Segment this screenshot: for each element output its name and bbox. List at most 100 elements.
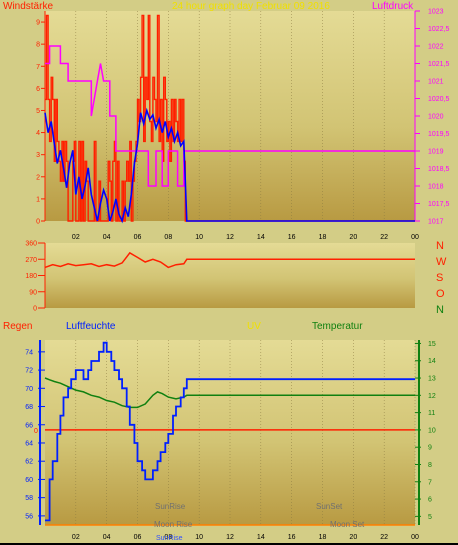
humidity-tick-label: 74 [25,349,33,356]
x-tick-label: 00 [411,234,419,241]
moonrise-marker: Moon Rise [154,520,193,529]
x-tick-label: 04 [103,534,111,541]
temperature-tick-label: 8 [428,462,432,469]
temperature-tick-label: 14 [428,358,436,365]
panel-direction-bg [45,243,415,308]
direction-tick-label: 360 [25,241,37,248]
humidity-tick-label: 64 [25,440,33,447]
humidity-tick-label: 72 [25,368,33,375]
wind-tick-label: 4 [36,130,40,137]
humidity-tick-label: 62 [25,459,33,466]
wind-tick-label: 1 [36,196,40,203]
humidity-series [45,341,415,522]
pressure-tick-label: 1017 [428,219,444,226]
direction-tick-label: 0 [33,306,37,313]
temperature-series [44,377,415,409]
moonset-marker: Moon Set [330,520,365,529]
wind-tick-label: 6 [36,86,40,93]
x-tick-label: 10 [195,234,203,241]
x-tick-label: 22 [380,234,388,241]
wind-tick-label: 0 [36,219,40,226]
x-tick-label: 14 [257,234,265,241]
temperature-tick-label: 15 [428,341,436,348]
temperature-tick-label: 12 [428,393,436,400]
wind-tick-label: 7 [36,64,40,71]
temperature-axis-label: Temperatur [312,321,363,332]
pressure-tick-label: 1021,5 [428,61,450,68]
x-tick-label: 20 [349,534,357,541]
pressure-tick-label: 1022 [428,44,444,51]
temperature-tick-label: 10 [428,427,436,434]
temperature-tick-label: 5 [428,514,432,521]
x-tick-label: 22 [380,534,388,541]
pressure-tick-label: 1018,5 [428,166,450,173]
pressure-tick-label: 1019,5 [428,131,450,138]
pressure-series [45,45,415,187]
compass-s: S [436,272,444,284]
wind-axis-label: Windstärke [3,1,54,12]
compass-o: O [436,288,445,300]
x-tick-label: 14 [257,534,265,541]
direction-tick-label: 90 [29,289,37,296]
direction-tick-label: 180 [25,273,37,280]
pressure-axis-label: Luftdruck [372,1,414,12]
wind-tick-label: 9 [36,20,40,27]
x-tick-label: 06 [134,534,142,541]
sunrise-bottom-marker: SunRise [156,535,183,542]
wind-tick-label: 3 [36,152,40,159]
x-tick-label: 20 [349,234,357,241]
temperature-tick-label: 13 [428,376,436,383]
compass-w: W [436,256,447,268]
x-tick-label: 04 [103,234,111,241]
wind-tick-label: 8 [36,42,40,49]
x-tick-label: 18 [319,534,327,541]
pressure-tick-label: 1019 [428,149,444,156]
x-tick-label: 02 [72,234,80,241]
uv-axis-label: UV [247,321,261,332]
x-tick-label: 12 [226,534,234,541]
temperature-tick-label: 9 [428,445,432,452]
x-tick-label: 16 [288,234,296,241]
sunset-marker: SunSet [316,502,343,511]
chart-title: 24 hour graph day Februar 09 2016 [172,1,330,12]
x-tick-label: 12 [226,234,234,241]
pressure-tick-label: 1018 [428,184,444,191]
humidity-tick-label: 58 [25,495,33,502]
x-tick-label: 08 [164,534,172,541]
direction-series [44,251,415,269]
x-tick-label: 18 [319,234,327,241]
compass-n-top: N [436,240,444,252]
x-tick-label: 08 [164,234,172,241]
pressure-tick-label: 1020 [428,114,444,121]
pressure-tick-label: 1017,5 [428,201,450,208]
direction-tick-label: 270 [25,257,37,264]
wind-avg-series [44,107,415,224]
humidity-tick-label: 66 [25,422,33,429]
x-tick-label: 16 [288,534,296,541]
temperature-tick-label: 6 [428,497,432,504]
compass-n-bottom: N [436,304,444,316]
pressure-tick-label: 1023 [428,9,444,16]
humidity-tick-label: 70 [25,386,33,393]
temperature-tick-label: 11 [428,410,435,417]
pressure-tick-label: 1022,5 [428,26,450,33]
x-tick-label: 02 [72,534,80,541]
humidity-tick-label: 68 [25,404,33,411]
x-tick-label: 10 [195,534,203,541]
pressure-tick-label: 1020,5 [428,96,450,103]
x-tick-label: 06 [134,234,142,241]
pressure-tick-label: 1021 [428,79,444,86]
wind-tick-label: 5 [36,108,40,115]
wind-tick-label: 2 [36,174,40,181]
x-tick-label: 00 [411,534,419,541]
sunrise-marker: SunRise [155,502,186,511]
humidity-tick-label: 56 [25,513,33,520]
temperature-tick-label: 7 [428,479,432,486]
humidity-tick-label: 60 [25,477,33,484]
rain-axis-label: Regen [3,321,33,332]
wind-gust-series [45,14,415,222]
humidity-axis-label: Luftfeuchte [66,321,116,332]
rain-tick-label: 0 [34,428,38,435]
